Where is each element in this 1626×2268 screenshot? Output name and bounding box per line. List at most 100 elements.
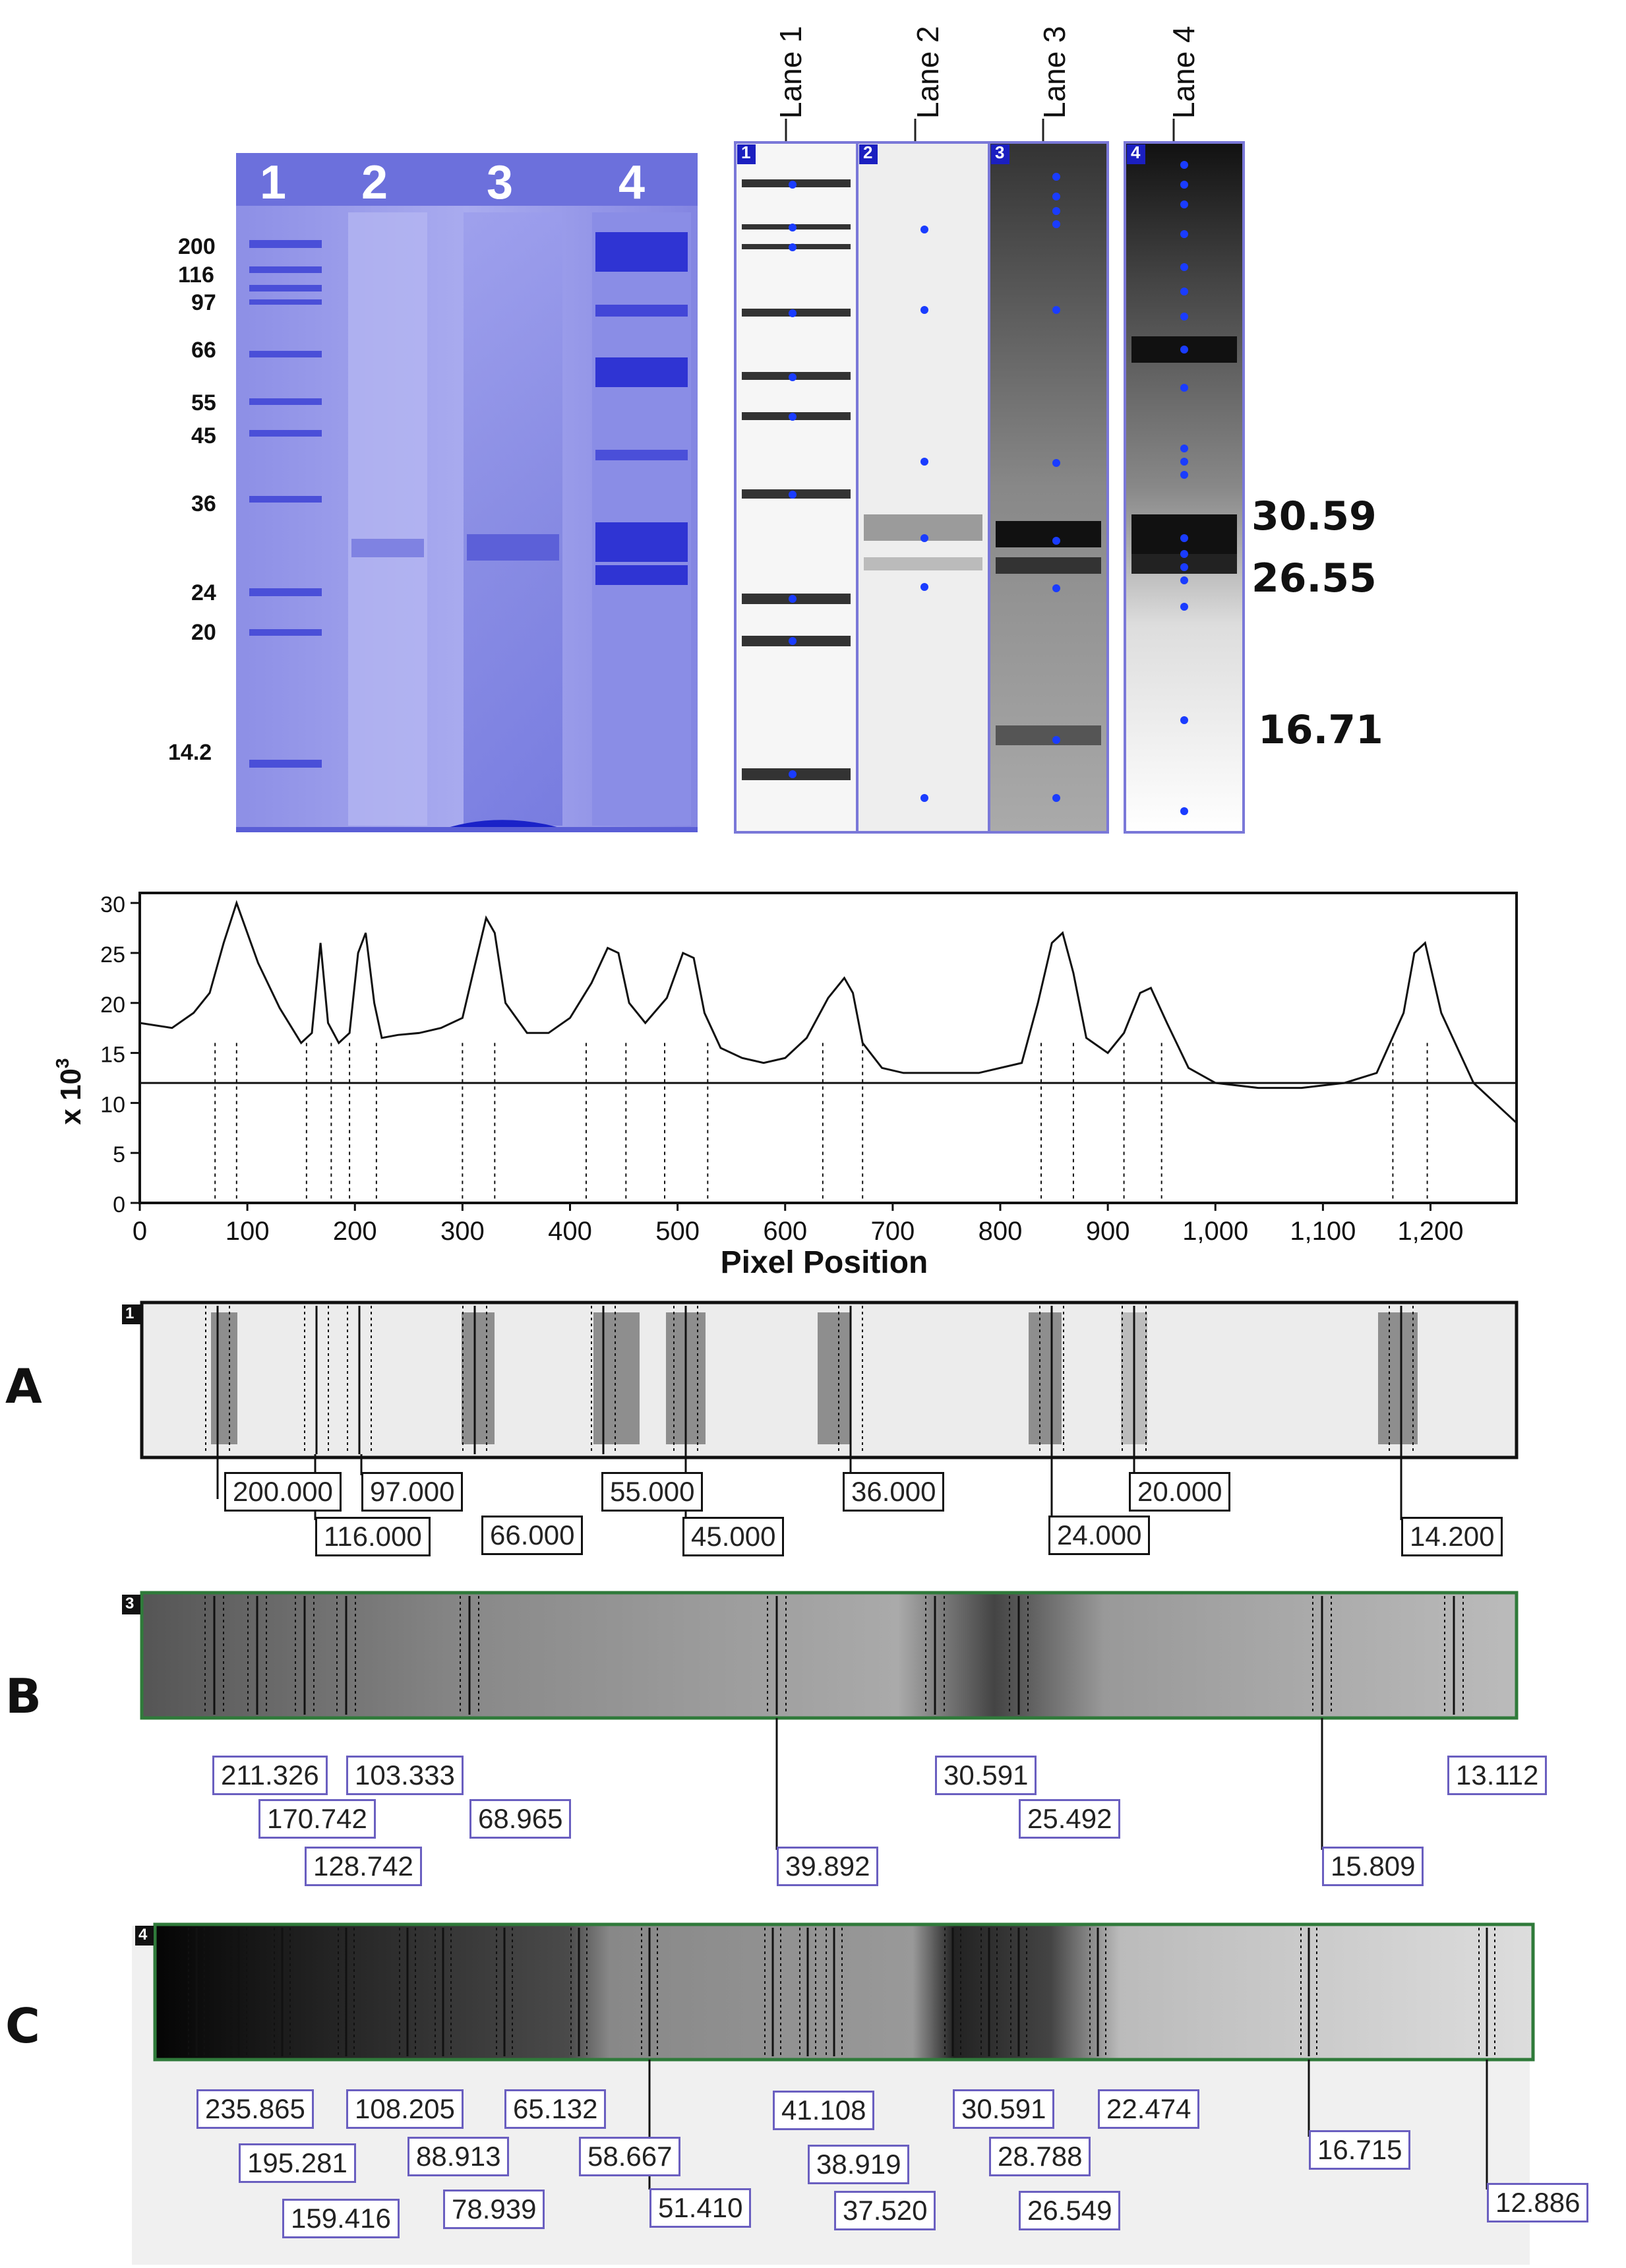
band-label: 45.000 [682,1517,785,1556]
x-tick-label: 800 [979,1217,1023,1246]
band-label: 41.108 [773,2091,875,2130]
key-band-label: 26.55 [1251,555,1377,601]
y-tick-label: 15 [100,1043,125,1068]
x-tick-label: 400 [548,1217,592,1246]
band-label: 37.520 [834,2191,936,2230]
x-tick-label: 0 [133,1217,147,1246]
band-label: 15.809 [1322,1847,1424,1886]
marker-label: 24 [191,580,216,605]
band-label: 195.281 [239,2143,356,2183]
lane-header-1: Lane 1 [773,26,808,119]
band-label: 65.132 [504,2089,607,2129]
x-tick-label: 700 [871,1217,915,1246]
gel-lane-number-2: 2 [361,156,388,209]
band-label: 30.591 [953,2089,1055,2129]
band-label: 22.474 [1098,2089,1200,2129]
key-band-label: 16.71 [1258,707,1383,753]
band-label: 103.333 [346,1756,464,1795]
x-tick-label: 500 [655,1217,700,1246]
strip-number-c: 4 [138,1926,148,1944]
band-label: 25.492 [1019,1799,1121,1839]
band-label: 24.000 [1048,1516,1151,1555]
band-label: 88.913 [407,2137,510,2176]
x-tick-label: 300 [440,1217,485,1246]
row-letter-b: B [5,1669,42,1724]
band-label: 20.000 [1129,1472,1231,1512]
chart-plot-area [138,892,1518,1204]
y-tick-label: 20 [100,993,125,1018]
lane-header-4: Lane 4 [1166,26,1201,119]
row-letter-a: A [5,1359,42,1414]
x-tick-label: 1,000 [1182,1217,1248,1246]
band-label: 12.886 [1487,2183,1589,2222]
band-label: 200.000 [224,1472,342,1512]
lane-box-number-4: 4 [1131,142,1141,162]
densitometry-chart: 0 5 10 15 20 25 30 0 100 200 300 400 500 600 700 800 90… [40,877,1530,1286]
band-label: 30.591 [935,1756,1037,1795]
x-tick-label: 100 [226,1217,270,1246]
lane-box-number-3: 3 [995,142,1005,162]
band-label: 13.112 [1447,1756,1548,1795]
lane-box-number-2: 2 [863,142,873,162]
gel-lane-number-3: 3 [487,156,514,209]
y-axis-label: x 103 [52,1058,87,1124]
x-tick-label: 1,200 [1397,1217,1463,1246]
y-tick-label: 10 [100,1092,125,1117]
strip-number-b: 3 [125,1595,135,1612]
lane-images [732,119,1246,838]
band-label: 235.865 [196,2089,314,2129]
x-tick-label: 200 [333,1217,377,1246]
gel-lane-number-4: 4 [618,156,646,209]
lane-box-number-1: 1 [741,142,751,162]
key-band-label: 30.59 [1251,493,1377,539]
marker-label: 20 [191,620,216,645]
marker-label: 14.2 [168,740,212,765]
lane-images-svg [734,119,1245,834]
marker-label: 97 [191,290,216,315]
band-label: 28.788 [989,2137,1091,2176]
band-label: 55.000 [601,1472,704,1512]
band-label: 58.667 [579,2137,681,2176]
row-letter-c: C [5,1998,40,2054]
marker-label: 200 [178,234,216,259]
band-label: 51.410 [649,2188,752,2228]
band-label: 14.200 [1401,1517,1503,1556]
gel-lane-numbers: 1 2 3 4 [236,153,698,209]
x-tick-label: 1,100 [1290,1217,1356,1246]
y-tick-label: 5 [113,1142,125,1167]
band-label: 66.000 [481,1516,584,1555]
band-label: 108.205 [346,2089,464,2129]
marker-label: 116 [178,262,214,288]
x-tick-label: 600 [763,1217,807,1246]
marker-label: 36 [191,491,216,516]
densitometry-chart-svg: 0 5 10 15 20 25 30 0 100 200 300 400 500 600 700 800 90… [52,892,1518,1280]
band-label: 211.326 [212,1756,328,1795]
marker-label: 45 [191,423,216,448]
gel-image-svg [236,153,698,832]
band-label: 38.919 [808,2145,910,2184]
band-label: 26.549 [1019,2191,1121,2230]
marker-label: 66 [191,338,216,363]
band-label: 116.000 [315,1517,431,1556]
y-tick-label: 0 [113,1192,125,1217]
band-label: 16.715 [1309,2130,1411,2170]
gel-image [236,153,698,832]
band-label: 68.965 [469,1799,572,1839]
marker-label: 55 [191,390,216,415]
band-label: 170.742 [258,1799,376,1839]
y-tick-label: 25 [100,942,125,967]
lane-header-3: Lane 3 [1037,26,1071,119]
y-tick-label: 30 [100,892,125,917]
profile-line [139,900,1518,1124]
lane-header-2: Lane 2 [911,26,945,119]
band-label: 97.000 [361,1472,464,1512]
strip-number-a: 1 [125,1304,135,1322]
band-label: 39.892 [777,1847,879,1886]
x-axis-label: Pixel Position [721,1245,928,1280]
band-label: 78.939 [443,2190,545,2229]
band-label: 128.742 [305,1847,422,1886]
band-label: 36.000 [843,1472,945,1512]
band-label: 159.416 [282,2199,400,2238]
gel-lane-number-1: 1 [260,156,287,209]
x-tick-label: 900 [1086,1217,1130,1246]
